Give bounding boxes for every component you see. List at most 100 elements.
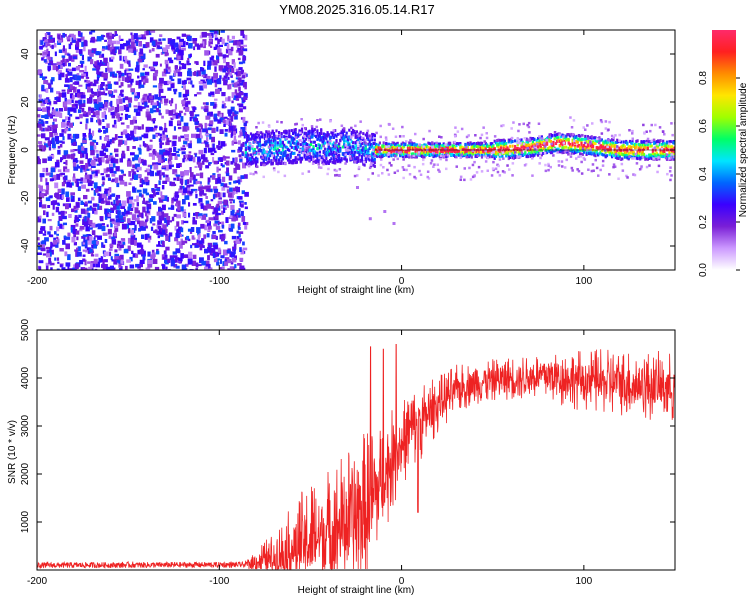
spectrogram-cell — [238, 179, 241, 185]
spectrogram-cell — [238, 50, 244, 56]
spectrogram-cell — [88, 158, 92, 162]
spectrogram-cell — [108, 248, 113, 251]
spectrogram-cell — [91, 36, 95, 43]
spectrogram-cell — [124, 181, 128, 187]
spectrogram-cell — [611, 155, 614, 159]
spectrogram-cell — [210, 111, 213, 115]
spectrogram-cell — [167, 258, 171, 263]
spectrogram-cell — [609, 139, 612, 143]
spectrogram-cell — [469, 151, 472, 155]
spectrogram-cell — [616, 140, 619, 144]
spectrogram-cell — [474, 154, 477, 158]
spectrogram-cell — [280, 151, 283, 155]
spectrogram-cell — [414, 152, 417, 156]
spectrogram-cell — [286, 157, 290, 160]
spectrogram-cell — [632, 155, 635, 159]
spectrogram-cell — [593, 152, 596, 156]
spectrogram-cell — [265, 152, 268, 156]
spectrogram-cell — [468, 142, 471, 146]
spectrogram-cell — [46, 269, 49, 270]
spectrogram-cell — [124, 77, 128, 83]
spectrogram-cell — [234, 180, 239, 183]
spectrogram-cell — [213, 118, 218, 121]
spectrogram-cell — [97, 85, 102, 92]
spectrogram-cell — [251, 135, 254, 139]
spectrogram-cell — [65, 243, 70, 250]
spectrogram-cell — [173, 263, 178, 268]
spectrogram-cell — [279, 151, 282, 155]
spectrogram-cell — [96, 153, 99, 158]
spectrogram-cell — [91, 50, 94, 53]
spectrogram-cell — [89, 142, 95, 146]
spectrogram-cell — [91, 240, 96, 245]
spectrogram-cell — [353, 146, 356, 150]
spectrogram-cell — [488, 145, 491, 148]
spectrogram-cell — [201, 238, 205, 244]
spectrogram-cell — [530, 144, 533, 148]
spectrogram-cell — [318, 150, 321, 154]
spectrogram-cell — [216, 126, 219, 132]
spectrogram-cell — [73, 86, 77, 93]
spectrogram-cell — [234, 92, 240, 98]
spectrogram-cell — [164, 122, 167, 129]
spectrogram-cell — [133, 33, 138, 39]
spectrogram-cell — [56, 226, 60, 232]
spectrogram-cell — [297, 134, 300, 138]
spectrogram-cell — [206, 219, 210, 224]
spectrogram-cell — [227, 65, 232, 69]
spectrogram-cell — [246, 160, 249, 164]
spectrogram-cell — [89, 205, 92, 210]
spectrogram-cell — [238, 154, 242, 158]
spectrogram-cell — [192, 203, 197, 206]
spectrogram-cell — [574, 144, 577, 148]
spectrogram-cell — [149, 169, 152, 173]
spectrogram-cell — [640, 140, 643, 144]
spectrogram-cell — [168, 164, 172, 170]
spectrogram-cell — [99, 150, 104, 157]
spectrogram-cell — [247, 147, 250, 151]
spectrogram-cell — [572, 151, 575, 155]
spectrogram-cell — [182, 85, 186, 90]
spectrogram-cell — [280, 144, 283, 148]
spectrogram-cell — [632, 151, 635, 155]
spectrogram-cell — [542, 151, 545, 155]
spectrogram-cell — [71, 59, 75, 62]
spectrogram-cell — [213, 188, 219, 194]
spectrogram-cell — [660, 153, 663, 157]
spectrogram-cell — [49, 172, 53, 178]
spectrogram-cell — [134, 98, 138, 101]
spectrogram-cell — [88, 227, 93, 230]
spectrogram-cell — [84, 209, 89, 215]
spectrogram-cell — [207, 65, 211, 70]
spectrogram-cell — [265, 150, 269, 153]
spectrogram-cell — [332, 159, 335, 163]
spectrogram-cell — [265, 142, 268, 146]
spectrogram-cell — [272, 139, 276, 143]
spectrogram-cell — [641, 150, 644, 154]
spectrogram-cell — [594, 149, 597, 153]
spectrogram-cell — [185, 263, 189, 267]
spectrogram-cell — [390, 150, 393, 154]
spectrogram-cell — [483, 146, 486, 150]
spectrogram-cell — [517, 153, 521, 157]
spectrogram-cell — [114, 253, 119, 258]
spectrogram-cell — [68, 55, 73, 61]
spectrogram-cell — [528, 150, 531, 154]
spectrogram-cell — [447, 150, 450, 154]
spectrogram-cell — [217, 110, 221, 116]
spectrogram-cell — [598, 146, 601, 150]
spectrogram-cell — [152, 149, 156, 155]
spectrogram-cell — [127, 114, 131, 118]
spectrogram-cell — [581, 145, 584, 149]
spectrogram-cell — [658, 139, 661, 143]
spectrogram-cell — [177, 44, 181, 50]
spectrogram-cell — [38, 230, 43, 234]
spectrogram-cell — [358, 136, 361, 140]
spectrogram-cell — [207, 247, 212, 253]
spectrogram-cell — [588, 150, 591, 154]
spectrogram-cell — [242, 247, 248, 251]
spectrogram-cell — [131, 214, 137, 221]
spectrogram-cell — [415, 155, 418, 159]
spectrogram-cell — [205, 115, 210, 120]
spectrogram-cell — [110, 218, 115, 222]
